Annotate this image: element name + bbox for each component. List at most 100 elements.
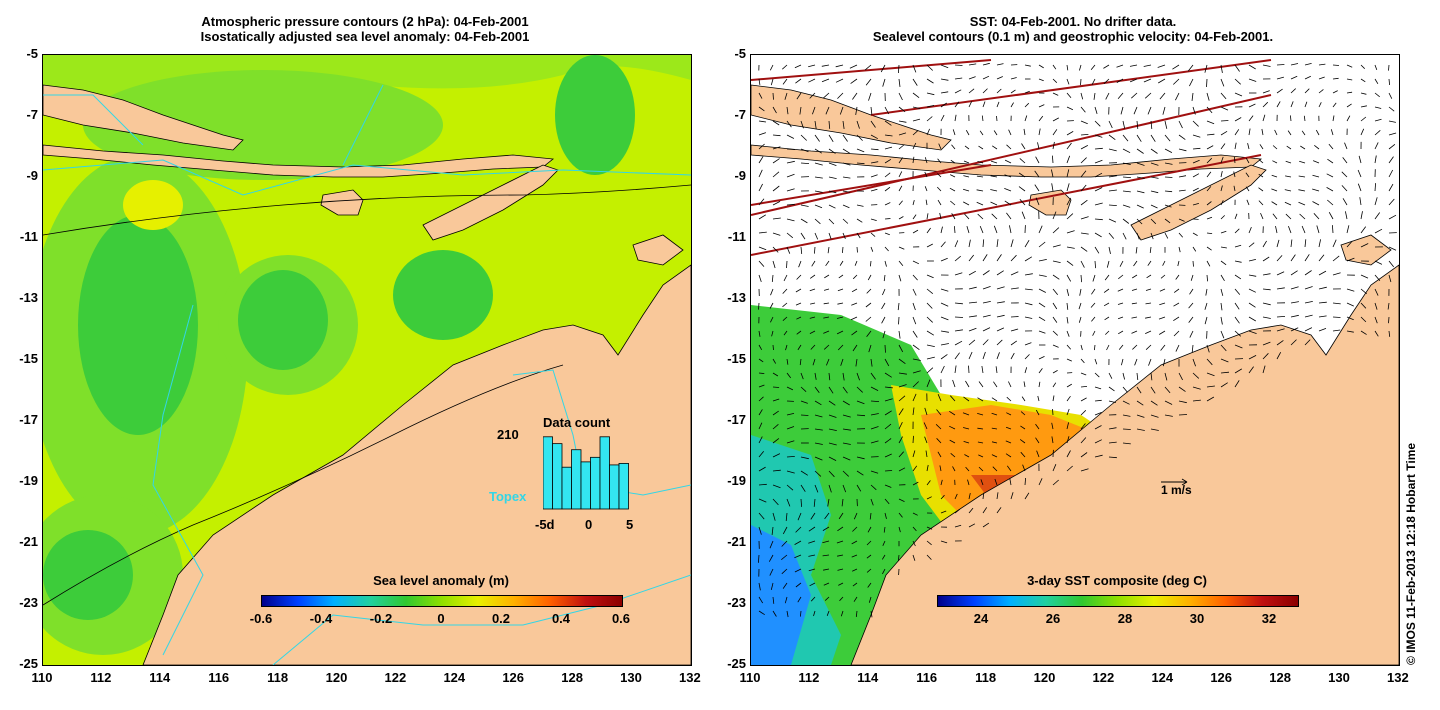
x-tick-label: 114 xyxy=(149,670,171,685)
velocity-arrow xyxy=(1258,159,1264,164)
velocity-arrow xyxy=(1122,176,1131,178)
velocity-arrow xyxy=(1164,218,1171,224)
velocity-arrow xyxy=(800,134,807,141)
velocity-arrows xyxy=(758,62,1397,618)
velocity-arrow xyxy=(1094,232,1102,238)
velocity-arrow xyxy=(1262,256,1270,262)
x-tick-label: 110 xyxy=(31,670,53,685)
velocity-arrow xyxy=(814,386,820,394)
velocity-arrow xyxy=(786,246,791,254)
colorbar-tick-label: 26 xyxy=(1045,611,1061,626)
velocity-arrow xyxy=(868,92,872,101)
velocity-arrow xyxy=(968,351,973,360)
x-tick-label: 122 xyxy=(1092,670,1115,685)
land xyxy=(43,84,691,665)
velocity-arrow xyxy=(798,260,802,268)
velocity-arrow xyxy=(1122,232,1127,240)
velocity-arrow xyxy=(870,260,872,267)
velocity-arrow xyxy=(952,129,956,136)
velocity-arrow xyxy=(837,526,844,532)
velocity-arrow xyxy=(856,148,865,153)
velocity-arrow xyxy=(991,412,998,416)
velocity-arrow xyxy=(758,422,763,430)
velocity-arrow xyxy=(1328,143,1334,150)
velocity-arrow xyxy=(982,101,986,108)
velocity-arrow xyxy=(1136,232,1140,240)
velocity-arrow xyxy=(786,106,789,115)
velocity-arrow xyxy=(1301,225,1306,234)
right-map[interactable]: 1 m/s 3-day SST composite (deg C) 24 26 28… xyxy=(750,54,1400,666)
velocity-arrow xyxy=(926,554,932,560)
velocity-arrow xyxy=(1341,171,1348,178)
velocity-arrow xyxy=(851,288,858,293)
velocity-arrow xyxy=(797,344,802,351)
velocity-arrow xyxy=(952,379,956,388)
velocity-arrow xyxy=(1034,170,1040,178)
velocity-arrow xyxy=(912,229,919,234)
velocity-arrow xyxy=(812,358,816,366)
velocity-arrow xyxy=(1080,120,1088,125)
velocity-arrow xyxy=(1150,190,1159,194)
velocity-arrow xyxy=(1374,212,1381,220)
velocity-arrow xyxy=(990,201,998,206)
velocity-arrow xyxy=(1318,102,1322,108)
velocity-arrow xyxy=(800,246,803,254)
velocity-arrow xyxy=(1052,316,1058,323)
velocity-arrow xyxy=(996,492,999,500)
velocity-arrow xyxy=(1094,358,1098,365)
velocity-arrow xyxy=(939,465,942,472)
velocity-arrow xyxy=(882,330,886,339)
velocity-arrow xyxy=(1005,453,1012,458)
velocity-arrow xyxy=(828,176,837,179)
velocity-arrow xyxy=(1094,120,1101,127)
velocity-arrow xyxy=(926,344,935,347)
velocity-arrow xyxy=(814,400,822,406)
velocity-arrow xyxy=(842,232,846,239)
velocity-arrow xyxy=(1298,189,1306,192)
velocity-arrow xyxy=(996,88,1002,94)
land-sumba xyxy=(320,189,364,216)
velocity-arrow xyxy=(898,274,902,282)
velocity-arrow xyxy=(828,386,834,394)
velocity-arrow xyxy=(1248,78,1257,82)
velocity-arrow xyxy=(1052,78,1058,83)
velocity-arrow xyxy=(771,330,774,337)
velocity-arrow xyxy=(977,213,984,220)
velocity-arrow xyxy=(1004,188,1012,192)
sla-blob-yellow xyxy=(123,180,183,230)
velocity-arrow xyxy=(937,199,942,206)
velocity-arrow xyxy=(977,397,984,402)
velocity-arrow xyxy=(968,270,976,276)
velocity-arrow xyxy=(1276,64,1285,66)
velocity-arrow xyxy=(1080,437,1087,444)
velocity-arrow xyxy=(1035,197,1040,206)
velocity-arrow xyxy=(1090,64,1096,71)
velocity-arrow xyxy=(1290,286,1299,290)
velocity-arrow xyxy=(758,409,763,416)
velocity-arrow xyxy=(1332,316,1341,318)
velocity-arrow xyxy=(1024,354,1030,360)
land-australia xyxy=(142,264,691,665)
velocity-arrow xyxy=(856,120,860,129)
velocity-arrow xyxy=(796,274,802,280)
velocity-arrow xyxy=(1262,114,1266,122)
velocity-arrow xyxy=(851,330,858,336)
left-map[interactable]: Data count 210 Topex -5d 0 5 Sea level a… xyxy=(42,54,692,666)
velocity-arrow xyxy=(1178,175,1187,178)
velocity-arrow xyxy=(1094,172,1103,178)
y-tick-label: -11 xyxy=(19,229,38,244)
velocity-arrow xyxy=(828,372,831,381)
velocity-arrow xyxy=(1080,423,1086,430)
sst-colorbar xyxy=(937,595,1299,607)
velocity-arrow xyxy=(982,239,985,248)
sla-colorbar-label: Sea level anomaly (m) xyxy=(373,573,509,588)
velocity-arrow xyxy=(1010,328,1019,332)
velocity-arrow xyxy=(1066,183,1070,192)
velocity-arrow xyxy=(1178,246,1181,253)
velocity-arrow xyxy=(1388,214,1397,220)
velocity-arrow xyxy=(1136,414,1145,418)
velocity-arrow xyxy=(1374,155,1377,164)
velocity-arrow xyxy=(912,78,918,86)
velocity-arrow xyxy=(1078,302,1082,310)
velocity-arrow xyxy=(1159,288,1166,292)
